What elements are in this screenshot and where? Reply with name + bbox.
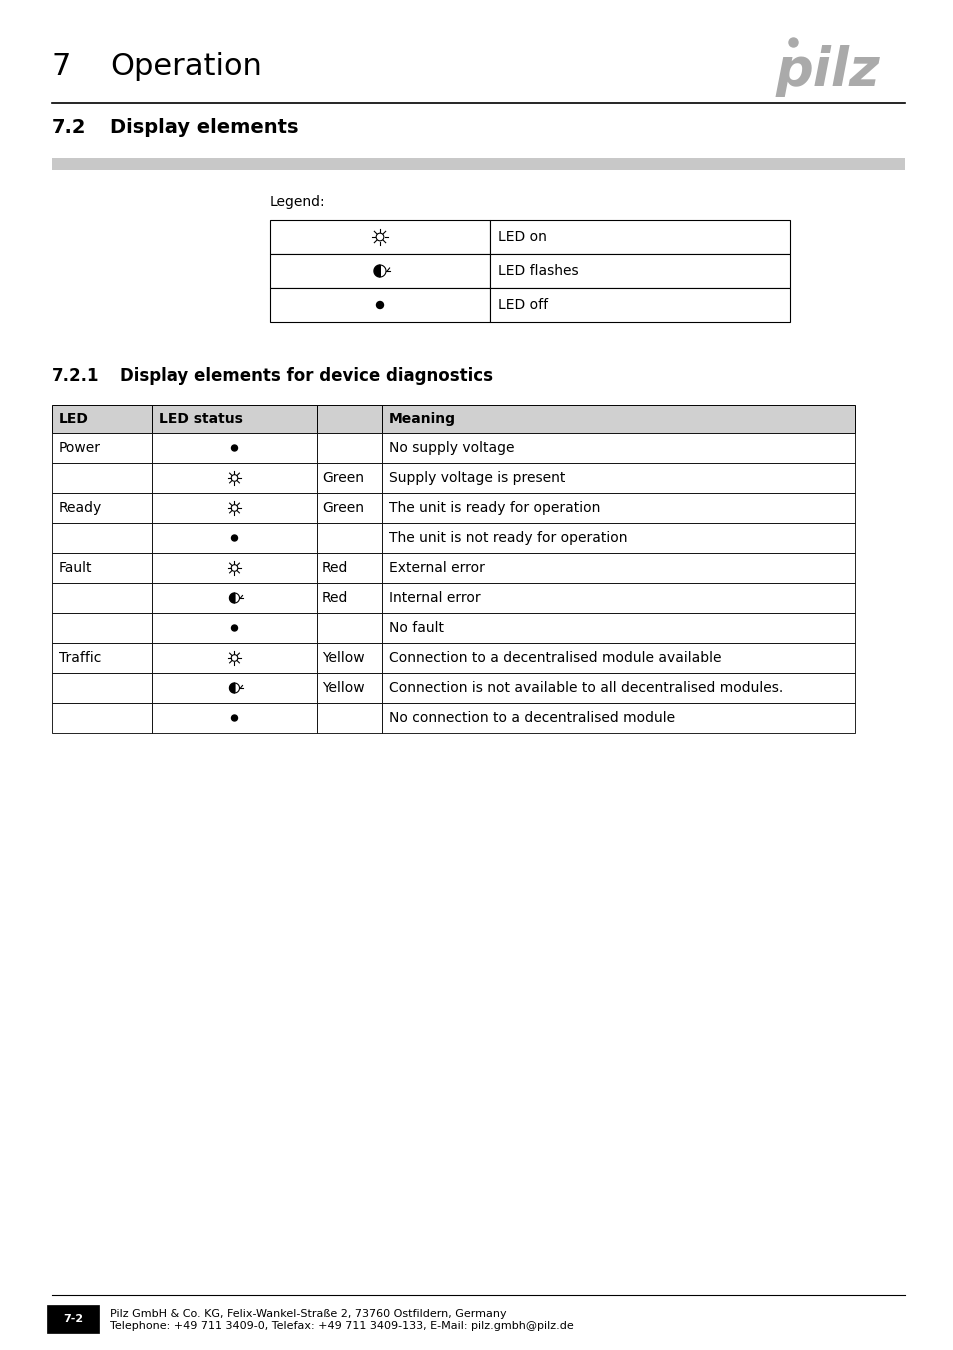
Text: LED off: LED off <box>497 298 548 312</box>
Bar <box>316 674 381 703</box>
Text: No supply voltage: No supply voltage <box>389 441 514 455</box>
Polygon shape <box>230 593 234 603</box>
Bar <box>152 493 316 522</box>
Bar <box>52 643 152 674</box>
Bar <box>152 583 316 613</box>
Bar <box>381 583 854 613</box>
Circle shape <box>232 625 237 630</box>
Bar <box>490 288 789 323</box>
Text: LED flashes: LED flashes <box>497 265 578 278</box>
Text: Red: Red <box>322 562 348 575</box>
Text: The unit is not ready for operation: The unit is not ready for operation <box>389 531 627 545</box>
Text: Fault: Fault <box>59 562 92 575</box>
Bar <box>381 613 854 643</box>
Bar <box>52 613 152 643</box>
Text: LED on: LED on <box>497 230 546 244</box>
Bar <box>152 613 316 643</box>
Bar <box>316 643 381 674</box>
Text: LED: LED <box>59 412 89 427</box>
Bar <box>490 220 789 254</box>
Bar <box>381 493 854 522</box>
Bar <box>52 493 152 522</box>
Bar <box>490 254 789 288</box>
Bar <box>52 583 152 613</box>
Text: Supply voltage is present: Supply voltage is present <box>389 471 565 485</box>
Text: Traffic: Traffic <box>59 651 101 666</box>
Polygon shape <box>374 265 379 277</box>
Text: The unit is ready for operation: The unit is ready for operation <box>389 501 599 514</box>
Bar <box>152 405 316 433</box>
Bar <box>152 674 316 703</box>
Bar <box>316 522 381 554</box>
Bar <box>270 254 490 288</box>
Text: Yellow: Yellow <box>322 680 364 695</box>
Bar <box>52 433 152 463</box>
Text: pilz: pilz <box>775 45 879 97</box>
Bar <box>52 463 152 493</box>
Circle shape <box>232 535 237 541</box>
Bar <box>47 1305 99 1332</box>
Text: Connection to a decentralised module available: Connection to a decentralised module ava… <box>389 651 720 666</box>
Text: External error: External error <box>389 562 484 575</box>
Bar <box>152 522 316 554</box>
Bar <box>52 554 152 583</box>
Text: 7.2: 7.2 <box>52 117 87 136</box>
Bar <box>381 554 854 583</box>
Bar <box>381 674 854 703</box>
Circle shape <box>232 716 237 721</box>
Text: Power: Power <box>59 441 101 455</box>
Bar <box>152 643 316 674</box>
Bar <box>52 158 904 170</box>
Text: Operation: Operation <box>110 53 262 81</box>
Text: Green: Green <box>322 501 364 514</box>
Text: Ready: Ready <box>59 501 102 514</box>
Bar <box>52 405 152 433</box>
Bar <box>316 405 381 433</box>
Bar <box>381 405 854 433</box>
Text: 7.2.1: 7.2.1 <box>52 367 99 385</box>
Bar <box>52 703 152 733</box>
Bar <box>316 554 381 583</box>
Bar <box>381 522 854 554</box>
Bar <box>316 613 381 643</box>
Text: Display elements for device diagnostics: Display elements for device diagnostics <box>120 367 493 385</box>
Text: Legend:: Legend: <box>270 194 325 209</box>
Circle shape <box>376 301 383 309</box>
Bar <box>52 674 152 703</box>
Text: Green: Green <box>322 471 364 485</box>
Bar <box>152 433 316 463</box>
Bar <box>270 288 490 323</box>
Bar <box>381 433 854 463</box>
Text: Telephone: +49 711 3409-0, Telefax: +49 711 3409-133, E-Mail: pilz.gmbh@pilz.de: Telephone: +49 711 3409-0, Telefax: +49 … <box>110 1322 573 1331</box>
Text: 7-2: 7-2 <box>63 1314 83 1324</box>
Bar <box>270 220 490 254</box>
Circle shape <box>232 446 237 451</box>
Bar <box>381 703 854 733</box>
Text: Internal error: Internal error <box>389 591 480 605</box>
Bar <box>381 643 854 674</box>
Bar <box>316 493 381 522</box>
Bar <box>152 463 316 493</box>
Text: Red: Red <box>322 591 348 605</box>
Polygon shape <box>230 683 234 693</box>
Bar <box>152 703 316 733</box>
Bar <box>316 583 381 613</box>
Bar <box>316 433 381 463</box>
Text: Display elements: Display elements <box>110 117 298 136</box>
Text: Pilz GmbH & Co. KG, Felix-Wankel-Straße 2, 73760 Ostfildern, Germany: Pilz GmbH & Co. KG, Felix-Wankel-Straße … <box>110 1310 506 1319</box>
Text: No connection to a decentralised module: No connection to a decentralised module <box>389 711 675 725</box>
Bar <box>316 703 381 733</box>
Text: Meaning: Meaning <box>389 412 456 427</box>
Bar <box>52 522 152 554</box>
Text: LED status: LED status <box>159 412 243 427</box>
Text: 7: 7 <box>52 53 71 81</box>
Text: Yellow: Yellow <box>322 651 364 666</box>
Bar <box>316 463 381 493</box>
Bar <box>381 463 854 493</box>
Text: No fault: No fault <box>389 621 443 634</box>
Bar <box>152 554 316 583</box>
Text: Connection is not available to all decentralised modules.: Connection is not available to all decen… <box>389 680 782 695</box>
